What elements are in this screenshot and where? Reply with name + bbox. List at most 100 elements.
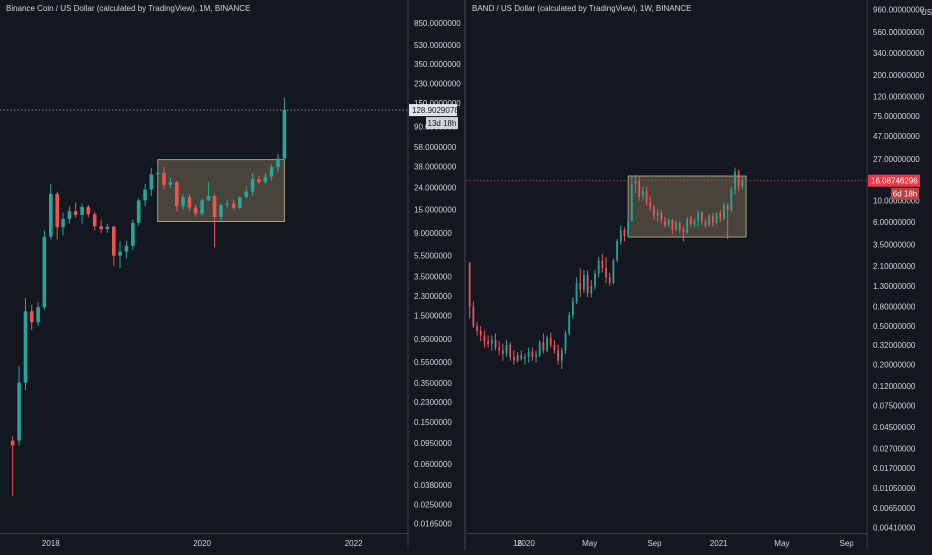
candle-body: [553, 344, 556, 351]
candle-up: [630, 176, 633, 223]
candle-down: [586, 270, 589, 298]
y-tick-label: 58.0000000: [414, 143, 457, 152]
candle-up: [136, 198, 141, 226]
candle-up: [571, 297, 574, 319]
candle-down: [513, 350, 515, 365]
candle-down: [653, 205, 655, 221]
candle-down: [700, 211, 703, 225]
candle-up: [48, 183, 53, 240]
candle-down: [601, 254, 604, 273]
x-tick-label: Sep: [647, 539, 662, 548]
candle-up: [730, 186, 733, 213]
candle-down: [175, 180, 179, 211]
candle-body: [487, 341, 490, 344]
candle-up: [244, 185, 249, 199]
candle-down: [212, 193, 217, 248]
y-tick-label: 0.9000000: [414, 335, 452, 344]
candle-body: [741, 180, 744, 187]
y-tick-label: 9.0000000: [414, 229, 452, 238]
candle-up: [118, 241, 122, 269]
candle-body: [538, 342, 541, 356]
candle-body: [568, 315, 571, 334]
candle-body: [546, 337, 548, 351]
candle-body: [55, 193, 60, 228]
candle-body: [715, 213, 718, 223]
candle-body: [105, 226, 110, 229]
y-tick-label: 0.80000000: [873, 303, 916, 312]
y-tick-label: 3.50000000: [873, 241, 916, 250]
y-tick-label: 0.07500000: [873, 402, 916, 411]
candle-body: [490, 339, 493, 344]
candle-body: [608, 277, 611, 284]
pane-divider[interactable]: [464, 0, 466, 550]
y-tick-label: 0.20000000: [873, 361, 916, 370]
candle-body: [505, 344, 508, 354]
bnb-chart-pane[interactable]: 0.0165000 0.0250000 0.0380000 0.0600000 0.09…: [0, 0, 464, 550]
candle-down: [494, 333, 497, 351]
bnb-chart-title: Binance Coin / US Dollar (calculated by …: [6, 4, 251, 13]
axis-unit-label: USD: [921, 8, 932, 17]
candle-down: [623, 227, 626, 242]
candle-up: [17, 366, 21, 446]
candle-body: [737, 171, 740, 187]
candle-up: [143, 183, 147, 207]
candle-body: [645, 191, 648, 203]
candle-down: [257, 175, 261, 184]
candle-up: [616, 239, 618, 263]
candle-body: [479, 330, 482, 336]
candle-body: [734, 171, 736, 190]
y-tick-label: 200.00000000: [873, 71, 925, 80]
candle-body: [494, 339, 497, 348]
candle-up: [61, 212, 65, 236]
y-tick-label: 6.00000000: [873, 218, 916, 227]
candle-down: [520, 350, 523, 361]
last-price-label: 128.9029078: [412, 106, 459, 115]
candle-down: [55, 191, 60, 240]
candle-body: [524, 356, 526, 359]
candle-down: [682, 226, 685, 242]
y-tick-label: 0.50000000: [873, 322, 916, 331]
y-tick-label: 0.2300000: [414, 398, 452, 407]
y-tick-label: 0.0950000: [414, 439, 452, 448]
candle-body: [535, 355, 537, 357]
candle-body: [136, 200, 141, 223]
candle-body: [531, 352, 534, 357]
candle-up: [708, 214, 711, 227]
candle-body: [498, 347, 501, 351]
candle-down: [557, 344, 560, 365]
candle-down: [638, 176, 641, 201]
candle-body: [181, 197, 185, 207]
candle-up: [238, 196, 242, 210]
candle-body: [700, 212, 703, 223]
candle-body: [67, 211, 72, 219]
countdown-label: 6d 18h: [893, 190, 917, 199]
y-tick-label: 15.0000000: [414, 205, 457, 214]
y-tick-label: 0.1500000: [414, 418, 452, 427]
candle-body: [571, 301, 574, 316]
y-tick-label: 230.0000000: [414, 79, 461, 88]
x-tick-label: Sep: [840, 539, 855, 548]
y-tick-label: 24.0000000: [414, 184, 457, 193]
y-tick-label: 0.3500000: [414, 379, 452, 388]
candle-down: [660, 210, 663, 224]
candle-up: [568, 312, 571, 336]
candle-body: [712, 215, 714, 223]
band-chart-pane[interactable]: 0.00410000 0.00650000 0.01050000 0.01700000…: [466, 0, 932, 550]
candle-down: [231, 199, 236, 210]
candle-up: [597, 257, 600, 278]
candle-body: [250, 178, 255, 192]
candle-up: [282, 97, 287, 159]
candle-body: [111, 226, 116, 256]
candle-down: [579, 268, 582, 298]
candle-body: [704, 222, 707, 225]
candle-down: [531, 347, 534, 361]
y-tick-label: 38.0000000: [414, 162, 457, 171]
band-chart-svg[interactable]: 0.00410000 0.00650000 0.01050000 0.01700000…: [466, 0, 932, 550]
candle-up: [250, 172, 255, 197]
y-tick-label: 150.0000000: [414, 99, 461, 108]
candle-body: [638, 180, 641, 197]
bnb-chart-svg[interactable]: 0.0165000 0.0250000 0.0380000 0.0600000 0.09…: [0, 0, 464, 550]
candle-down: [649, 196, 652, 212]
candle-body: [476, 326, 478, 331]
